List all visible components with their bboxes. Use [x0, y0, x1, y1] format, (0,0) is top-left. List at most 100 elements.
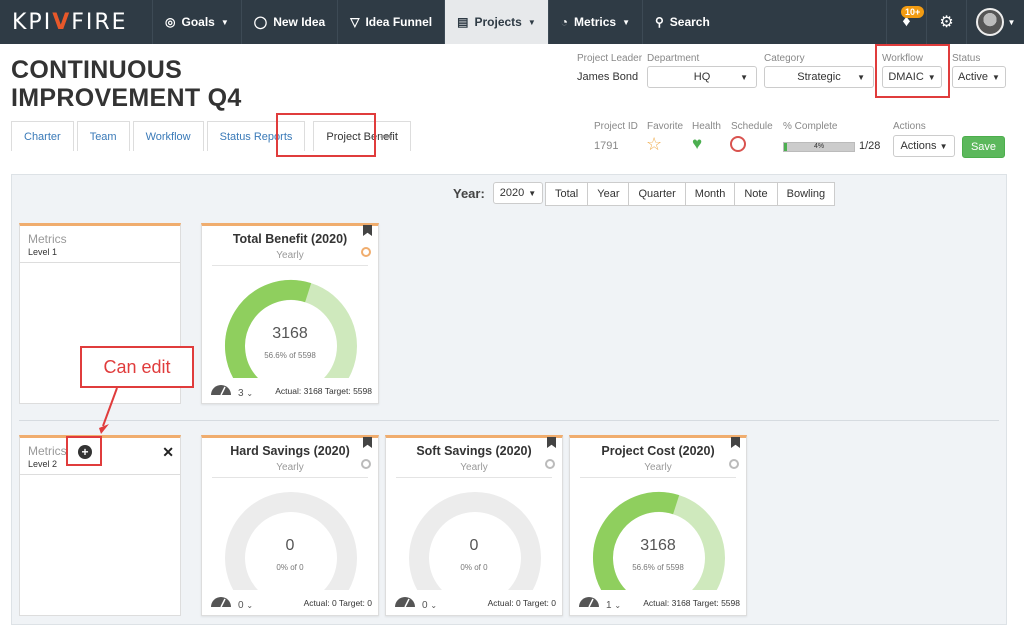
- nav-idea-funnel[interactable]: ▽ Idea Funnel: [337, 0, 444, 44]
- project-leader-value: James Bond: [577, 71, 639, 83]
- card-subtitle: Yearly: [212, 250, 368, 266]
- metric-card-total-benefit[interactable]: Total Benefit (2020) Yearly 3168 56.6% o…: [201, 223, 379, 404]
- chevron-down-icon: ▼: [220, 17, 229, 27]
- card-title: Hard Savings (2020): [230, 444, 350, 458]
- close-icon[interactable]: ✕: [162, 444, 174, 460]
- gauge-chart: [593, 492, 725, 590]
- tab-project-benefit[interactable]: Project Benefit: [313, 121, 411, 151]
- settings-button[interactable]: ⚙: [926, 0, 966, 44]
- actual-target: Actual: 0 Target: 0: [303, 598, 372, 608]
- card-subtitle: Yearly: [580, 462, 736, 478]
- target-icon[interactable]: [545, 459, 555, 469]
- category-select[interactable]: Strategic ▼: [764, 66, 874, 88]
- speedometer-icon[interactable]: [210, 380, 232, 396]
- tab-workflow[interactable]: Workflow: [132, 121, 204, 151]
- chevron-down-icon: ▼: [622, 17, 630, 27]
- compass-icon: ◎: [165, 15, 176, 29]
- percent-complete-label: % Complete: [783, 121, 838, 132]
- nav-projects[interactable]: ▤ Projects ▼: [444, 0, 548, 44]
- chevron-down-icon: ▼: [527, 17, 536, 27]
- notifications-button[interactable]: ♦ 10+: [886, 0, 926, 44]
- period-tabs: Total Year Quarter Month Note Bowling: [545, 182, 836, 206]
- bookmark-icon[interactable]: [547, 437, 556, 448]
- chevron-down-icon: ⌄: [430, 601, 438, 610]
- target-icon[interactable]: [361, 247, 371, 257]
- period-total[interactable]: Total: [545, 182, 589, 206]
- gauge-chart: [225, 280, 357, 378]
- period-quarter[interactable]: Quarter: [628, 182, 686, 206]
- department-select[interactable]: HQ ▼: [647, 66, 757, 88]
- divider: [20, 262, 180, 263]
- gauge-icon: ◔: [560, 15, 569, 29]
- actions-label: Actions: [893, 121, 926, 132]
- bookmark-icon[interactable]: [363, 437, 372, 448]
- status-label: Status: [952, 53, 981, 64]
- gear-icon: ⚙: [939, 14, 954, 31]
- sub-metric-count[interactable]: 3 ⌄: [238, 388, 254, 399]
- tab-charter[interactable]: Charter: [11, 121, 74, 151]
- target-icon[interactable]: [361, 459, 371, 469]
- gauge-chart: [225, 492, 357, 590]
- nav-metrics[interactable]: ◔ Metrics ▼: [547, 0, 642, 44]
- nav-goals[interactable]: ◎ Goals ▼: [152, 0, 241, 44]
- year-select[interactable]: 2020 ▼: [493, 182, 543, 204]
- projects-icon: ▤: [457, 15, 469, 29]
- period-note[interactable]: Note: [734, 182, 778, 206]
- status-select[interactable]: Active ▼: [952, 66, 1006, 88]
- save-button[interactable]: Save: [962, 136, 1005, 158]
- metric-card-project-cost[interactable]: Project Cost (2020) Yearly 3168 56.6% of…: [569, 435, 747, 616]
- metric-card-soft-savings[interactable]: Soft Savings (2020) Yearly 0 0% of 0 Act…: [385, 435, 563, 616]
- progress-fill: [784, 143, 787, 151]
- add-metric-icon[interactable]: +: [78, 445, 92, 459]
- department-label: Department: [647, 53, 700, 64]
- gauge-track: [409, 492, 541, 590]
- bookmark-icon[interactable]: [731, 437, 740, 448]
- period-month[interactable]: Month: [684, 182, 736, 206]
- tab-status-reports[interactable]: Status Reports: [206, 121, 306, 151]
- speedometer-icon[interactable]: [578, 592, 600, 608]
- star-icon[interactable]: ☆: [646, 134, 663, 154]
- chevron-down-icon: ▼: [927, 72, 936, 82]
- favorite-label: Favorite: [647, 121, 684, 132]
- bookmark-icon[interactable]: [363, 225, 372, 236]
- period-year[interactable]: Year: [587, 182, 630, 206]
- project-id-label: Project ID: [594, 121, 638, 132]
- schedule-label: Schedule: [731, 121, 773, 132]
- progress-text: 4%: [813, 143, 825, 150]
- period-bowling[interactable]: Bowling: [776, 182, 836, 206]
- workflow-select[interactable]: DMAIC ▼: [882, 66, 942, 88]
- speedometer-icon[interactable]: [210, 592, 232, 608]
- chevron-down-icon: ▼: [1007, 17, 1016, 27]
- annotation-box-workflow: [875, 44, 950, 98]
- sub-metric-count[interactable]: 0 ⌄: [422, 600, 438, 611]
- page-title: CONTINUOUS IMPROVEMENT Q4: [11, 56, 242, 112]
- workflow-label: Workflow: [882, 53, 923, 64]
- actual-target: Actual: 3168 Target: 5598: [275, 386, 372, 396]
- card-title: Project Cost (2020): [601, 444, 715, 458]
- chevron-down-icon: ▼: [857, 72, 865, 82]
- card-title: Soft Savings (2020): [416, 444, 532, 458]
- gauge-detail: 56.6% of 5598: [632, 563, 684, 572]
- chevron-down-icon: ⌄: [246, 389, 254, 398]
- target-icon[interactable]: [729, 459, 739, 469]
- logo-mark: V: [52, 9, 72, 35]
- heart-icon: ♥: [692, 134, 703, 153]
- nav-new-idea[interactable]: ◯ New Idea: [240, 0, 337, 44]
- kpifire-logo[interactable]: KPI V FIRE: [12, 9, 128, 35]
- tasks-count: 1/28: [859, 140, 881, 152]
- card-subtitle: Yearly: [212, 462, 368, 478]
- card-title: Total Benefit (2020): [232, 232, 348, 246]
- gauge-fill: [593, 492, 680, 590]
- speedometer-icon[interactable]: [394, 592, 416, 608]
- user-menu[interactable]: ▼: [966, 0, 1024, 44]
- tab-team[interactable]: Team: [76, 121, 130, 151]
- annotation-box-project-benefit: [276, 113, 376, 157]
- more-tabs-icon[interactable]: •••: [380, 128, 393, 144]
- gauge-detail: 56.6% of 5598: [264, 351, 316, 360]
- actions-button[interactable]: Actions ▼: [893, 135, 955, 157]
- metric-card-hard-savings[interactable]: Hard Savings (2020) Yearly 0 0% of 0 Act…: [201, 435, 379, 616]
- sub-metric-count[interactable]: 0 ⌄: [238, 600, 254, 611]
- sub-metric-count[interactable]: 1 ⌄: [606, 600, 622, 611]
- lightbulb-icon: ◯: [253, 15, 268, 29]
- nav-search[interactable]: ⚲ Search: [641, 0, 722, 44]
